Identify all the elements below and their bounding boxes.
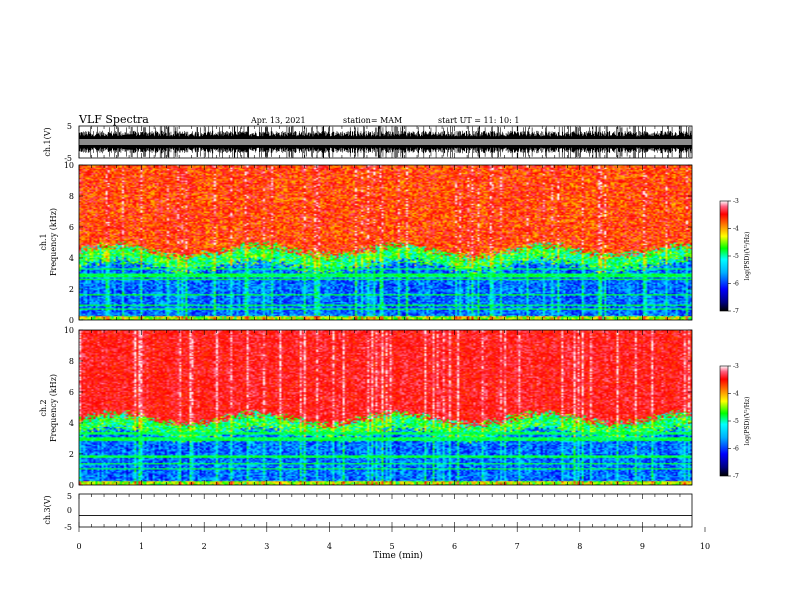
ch1-spec-ytick-label: 0 <box>69 316 74 325</box>
ch2-colorbar-tick-label: -6 <box>733 446 739 453</box>
ch1-ytick-bottom: -5 <box>64 154 72 163</box>
ch2-spectrogram-panel: 0 2 4 6 8 10 ch.2 Frequency (kHz) <box>39 326 693 490</box>
ch1-colorbar-label: log(PSD)(V²/Hz) <box>744 232 751 281</box>
ch2-colorbar-tick-label: -4 <box>733 391 739 398</box>
ch3-waveform-panel: 5 0 -5 ch.3(V) <box>43 492 693 532</box>
ch2-colorbar-tick-label: -7 <box>733 473 739 480</box>
ch2-spectrogram-image <box>79 330 692 485</box>
ch2-spectrogram-frame <box>78 329 693 486</box>
ch1-spec-ytick-label: 2 <box>69 285 74 294</box>
ch1-colorbar-tick-label: -4 <box>733 226 739 233</box>
x-tick-labels: 0 1 2 3 4 5 6 7 8 9 10 <box>76 527 710 551</box>
x-tick-label: 8 <box>577 542 582 551</box>
date-label: Apr. 13, 2021 <box>251 116 306 125</box>
ch2-colorbar: -3 -4 -5 -6 -7 log(PSD)(V²/Hz) <box>719 363 751 480</box>
x-tick-label: 6 <box>452 542 457 551</box>
x-tick-label: 9 <box>640 542 645 551</box>
x-tick-label: 4 <box>327 542 332 551</box>
x-tick-label: 1 <box>139 542 144 551</box>
ch2-colorbar-tick-label: -3 <box>733 363 739 370</box>
ch1-colorbar-tick-label: -7 <box>733 308 739 315</box>
ch1-noise-gap <box>79 139 692 145</box>
x-tick-label: 5 <box>389 542 394 551</box>
ch1-spec-ylabel-frequency: Frequency (kHz) <box>49 208 58 276</box>
x-tick-label: 0 <box>76 542 81 551</box>
ch1-colorbar-tick-label: -3 <box>733 198 739 205</box>
ch2-colorbar-label: log(PSD)(V²/Hz) <box>744 397 751 446</box>
x-tick-label: 2 <box>202 542 207 551</box>
ch1-colorbar-gradient <box>720 201 728 311</box>
ch1-colorbar-tick-label: -6 <box>733 281 739 288</box>
ch2-spec-ytick-label: 2 <box>69 450 74 459</box>
ch1-waveform-panel: 5 -5 ch.1(V) <box>43 122 693 163</box>
ch1-spectrogram-image <box>79 165 692 320</box>
chart-title: VLF Spectra <box>79 113 149 126</box>
ch1-spectrogram-frame <box>78 164 693 321</box>
ch3-ytick-bottom: -5 <box>64 523 72 532</box>
x-tick-label: 10 <box>700 542 710 551</box>
ch2-spec-ytick-label: 8 <box>69 357 74 366</box>
station-label: station= MAM <box>343 116 403 125</box>
ch1-spec-ylabel-channel: ch.1 <box>39 233 48 250</box>
ch2-colorbar-tick-label: -5 <box>733 418 739 425</box>
ch3-ylabel: ch.3(V) <box>43 495 52 524</box>
ch2-spec-ylabel-frequency: Frequency (kHz) <box>49 374 58 442</box>
ch1-spectrogram-panel: 0 2 4 6 8 10 ch.1 Frequency (kHz) <box>39 161 693 325</box>
ch2-colorbar-gradient <box>720 366 728 476</box>
x-axis-label: Time (min) <box>373 550 423 561</box>
ch1-spec-ytick-label: 8 <box>69 192 74 201</box>
x-tick-label: 7 <box>515 542 520 551</box>
ch2-spec-ylabel-channel: ch.2 <box>39 399 48 416</box>
ch3-ytick-mid: 0 <box>67 506 72 515</box>
ch1-ytick-top: 5 <box>67 122 72 131</box>
ch1-waveform-frame <box>78 125 693 159</box>
ch1-spec-ytick-label: 4 <box>69 254 74 263</box>
ch2-spec-ytick-label: 4 <box>69 419 74 428</box>
start-time-label: start UT = 11: 10: 1 <box>438 116 520 125</box>
ch2-spec-ytick-label: 0 <box>69 481 74 490</box>
ch1-ylabel: ch.1(V) <box>43 127 52 156</box>
ch1-colorbar: -3 -4 -5 -6 -7 log(PSD)(V²/Hz) <box>719 198 751 315</box>
ch1-spec-ytick-label: 10 <box>64 161 74 170</box>
ch1-spec-ytick-label: 6 <box>69 223 74 232</box>
ch2-spec-ytick-label: 10 <box>64 326 74 335</box>
x-tick-label: 3 <box>264 542 269 551</box>
ch1-colorbar-tick-label: -5 <box>733 253 739 260</box>
ch2-spec-ytick-label: 6 <box>69 388 74 397</box>
ch3-waveform-frame <box>78 493 693 528</box>
ch3-ytick-top: 5 <box>67 492 72 501</box>
